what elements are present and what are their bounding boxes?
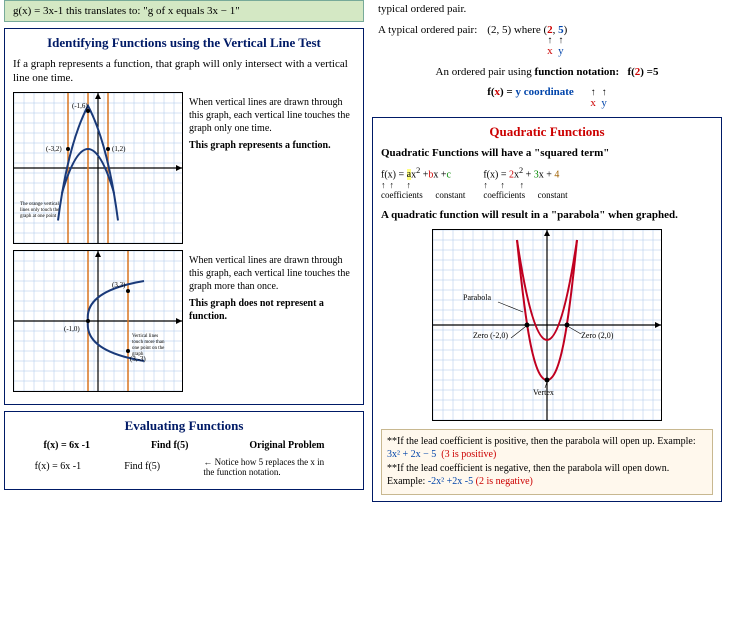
- quad-title: Quadratic Functions: [381, 124, 713, 140]
- ordpair-fxeqy: f(x) = y coordinate ↑x ↑y: [378, 86, 716, 109]
- eval-find: Find f(5): [151, 440, 189, 451]
- ordered-pair-block: typical ordered pair. A typical ordered …: [372, 0, 722, 111]
- vertical-line-test-panel: Identifying Functions using the Vertical…: [4, 28, 364, 405]
- eval-note: ← Notice how 5 replaces the x in the fun…: [203, 457, 333, 477]
- svg-text:Vertex: Vertex: [533, 388, 554, 397]
- ordpair-label: A typical ordered pair:: [378, 24, 477, 36]
- eval-title: Evaluating Functions: [13, 418, 355, 434]
- ordpair-value: (2, 5) where (2↑x, 5↑y): [487, 24, 567, 57]
- vlt-title: Identifying Functions using the Vertical…: [13, 35, 355, 51]
- svg-text:one point on the: one point on the: [132, 346, 165, 351]
- vlt-graph-2: (3,3) (-1,0) (3,-3) Vertical lines touch…: [13, 250, 183, 392]
- svg-text:(-3,2): (-3,2): [46, 145, 62, 153]
- eval-fx2: f(x) = 6x -1: [35, 461, 81, 472]
- svg-text:Vertical lines: Vertical lines: [132, 334, 158, 339]
- quad-note: **If the lead coefficient is positive, t…: [381, 429, 713, 495]
- gx-translation-box: g(x) = 3x-1 this translates to: "g of x …: [4, 0, 364, 22]
- svg-text:touch more than: touch more than: [132, 340, 165, 345]
- quad-h1: Quadratic Functions will have a "squared…: [381, 146, 713, 160]
- svg-text:Zero (-2,0): Zero (-2,0): [473, 331, 508, 340]
- quadratic-panel: Quadratic Functions Quadratic Functions …: [372, 117, 722, 502]
- quad-h2: A quadratic function will result in a "p…: [381, 208, 713, 222]
- vlt-caption-2: When vertical lines are drawn through th…: [189, 250, 355, 392]
- svg-text:Zero (2,0): Zero (2,0): [581, 331, 614, 340]
- evaluating-functions-panel: Evaluating Functions f(x) = 6x -1 Find f…: [4, 411, 364, 490]
- svg-text:Parabola: Parabola: [463, 293, 491, 302]
- vlt-intro: If a graph represents a function, that g…: [13, 57, 355, 86]
- ordpair-fn-line: An ordered pair using function notation:…: [378, 65, 716, 79]
- svg-text:graph: graph: [132, 352, 144, 357]
- quad-ex2: f(x) = 2x2 + 3x + 4 ↑ ↑ ↑ coefficients c…: [483, 166, 567, 200]
- eval-orig: Original Problem: [249, 440, 324, 451]
- eval-fx: f(x) = 6x -1: [43, 440, 90, 451]
- vlt-graph-1: (-1,6) (-3,2) (1,2) The orange vertical …: [13, 92, 183, 244]
- eval-find2: Find f(5): [124, 461, 160, 472]
- gx-text: g(x) = 3x-1 this translates to: "g of x …: [13, 5, 240, 17]
- svg-text:(-1,0): (-1,0): [64, 325, 80, 333]
- ordpair-partial: typical ordered pair.: [378, 2, 716, 16]
- svg-text:graph at one point: graph at one point: [20, 214, 57, 219]
- parabola-graph: Zero (-2,0) Zero (2,0) Vertex Parabola: [432, 229, 662, 421]
- graph1-note: The orange vertical: [20, 202, 59, 207]
- vlt-caption-1: When vertical lines are drawn through th…: [189, 92, 355, 244]
- svg-text:(3,3): (3,3): [112, 281, 126, 289]
- svg-text:(1,2): (1,2): [112, 145, 126, 153]
- quad-ex1: f(x) = ax2 +bx +c ↑↑ ↑ coefficients cons…: [381, 166, 465, 200]
- svg-text:(-1,6): (-1,6): [72, 102, 88, 110]
- svg-text:lines only touch the: lines only touch the: [20, 208, 60, 213]
